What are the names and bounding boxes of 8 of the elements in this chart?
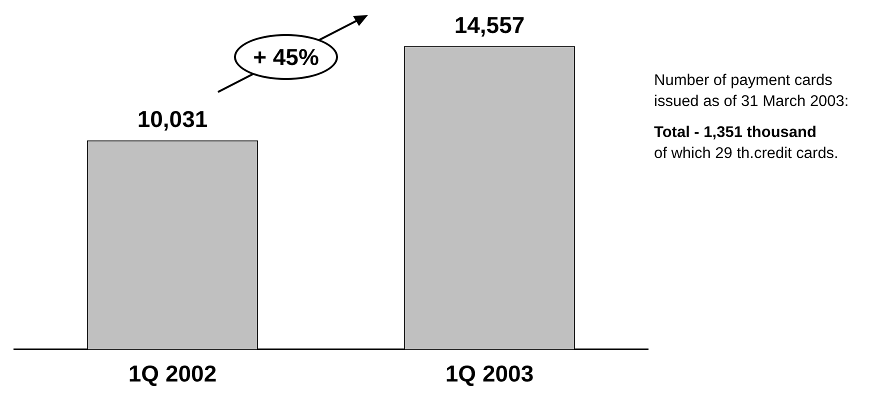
x-tick-label: 1Q 2002 (128, 360, 217, 387)
text: Number of payment cards issued as of 31 March 2003: (654, 71, 850, 112)
data-label: 14,557 (454, 12, 525, 38)
annotation: + 45% (234, 34, 338, 80)
data-label: 10,031 (137, 106, 208, 132)
text: of which 29 th.credit cards. (654, 144, 840, 164)
text: Total - 1,351 thousand (654, 123, 818, 143)
x-tick-label: 1Q 2003 (445, 360, 534, 387)
